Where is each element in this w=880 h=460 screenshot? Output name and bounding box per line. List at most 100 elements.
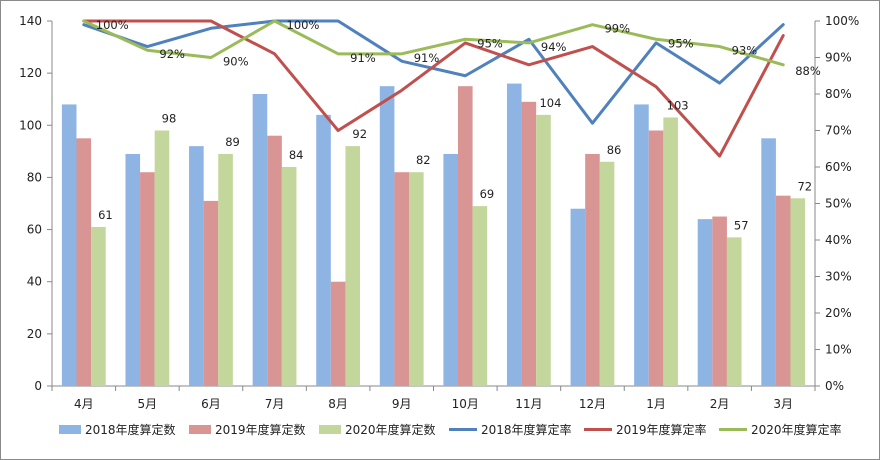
bar-1 — [252, 94, 268, 386]
rate-line-2 — [82, 19, 785, 158]
bar-3 — [536, 114, 551, 386]
right-tick-label: 80% — [825, 87, 852, 101]
line-data-label: 100% — [96, 18, 129, 32]
x-tick-label: 4月 — [74, 397, 94, 411]
line-data-label: 91% — [414, 51, 440, 65]
bar-3 — [726, 237, 742, 386]
x-tick-label: 1月 — [646, 397, 666, 411]
line-data-label: 90% — [223, 55, 249, 69]
bar-1 — [443, 153, 458, 386]
line-data-label: 95% — [668, 36, 694, 50]
bar-data-label: 72 — [797, 179, 812, 193]
axes: 0 20 40 60 80 100 120 140 0% 10% 20% 30% 40% 50% 60% 70… — [19, 14, 859, 411]
bar-2 — [203, 200, 219, 386]
line-data-label: 93% — [732, 44, 758, 58]
line-data-label: 92% — [159, 47, 185, 61]
x-tick-label: 6月 — [201, 397, 221, 411]
bar-2 — [394, 172, 410, 386]
bar-2 — [76, 138, 92, 386]
bar-1 — [125, 153, 141, 386]
bar-data-label: 103 — [667, 98, 689, 112]
bar-data-label: 61 — [98, 208, 113, 222]
bar-2 — [521, 101, 537, 387]
bar-3 — [345, 146, 361, 386]
bar-1 — [316, 114, 331, 386]
right-tick-label: 10% — [825, 343, 852, 357]
x-tick-label: 7月 — [265, 397, 285, 411]
bars — [61, 83, 806, 387]
bar-2 — [712, 216, 727, 386]
x-tick-label: 8月 — [328, 397, 348, 411]
line-data-label: 95% — [477, 36, 503, 50]
line-data-label: 100% — [287, 18, 320, 32]
right-tick-label: 30% — [825, 270, 852, 284]
x-tick-label: 11月 — [515, 397, 542, 411]
bar-3 — [91, 226, 106, 386]
right-tick-label: 70% — [825, 124, 852, 138]
legend-label: 2019年度算定率 — [616, 422, 707, 437]
legend-swatch-bar — [59, 425, 81, 434]
bar-data-label: 82 — [416, 153, 431, 167]
left-tick-label: 60 — [27, 223, 42, 237]
bar-data-label: 57 — [734, 218, 749, 232]
bar-3 — [281, 167, 297, 386]
legend: 2018年度算定数 2019年度算定数 2020年度算定数 2018年度算定率 2019… — [59, 422, 842, 437]
line-data-label: 99% — [604, 22, 630, 36]
x-tick-label: 5月 — [138, 397, 158, 411]
right-tick-label: 50% — [825, 197, 852, 211]
bar-1 — [506, 83, 522, 387]
right-tick-label: 20% — [825, 306, 852, 320]
bar-2 — [585, 153, 600, 386]
bar-3 — [790, 198, 806, 386]
lines — [82, 19, 785, 158]
legend-swatch-bar — [189, 425, 211, 434]
bar-2 — [648, 130, 664, 386]
bar-3 — [409, 172, 424, 386]
x-tick-label: 2月 — [710, 397, 730, 411]
right-tick-label: 100% — [825, 14, 859, 28]
bar-1 — [379, 86, 395, 386]
bar-3 — [472, 206, 488, 386]
legend-swatch-bar — [319, 425, 341, 434]
bar-1 — [61, 104, 77, 386]
x-tick-label: 10月 — [452, 397, 479, 411]
bar-data-label: 84 — [289, 148, 304, 162]
bar-data-label: 86 — [607, 143, 622, 157]
bar-3 — [663, 117, 678, 386]
right-tick-label: 0% — [825, 379, 844, 393]
right-tick-label: 40% — [825, 233, 852, 247]
legend-label: 2019年度算定数 — [215, 422, 306, 437]
bar-2 — [140, 172, 155, 386]
x-tick-label: 3月 — [773, 397, 793, 411]
bar-3 — [218, 153, 233, 386]
rate-line-3 — [82, 19, 785, 67]
line-data-label: 91% — [350, 51, 376, 65]
line-data-label: 94% — [541, 40, 567, 54]
line-data-label: 88% — [795, 64, 821, 78]
bar-data-label: 92 — [352, 127, 367, 141]
bar-data-label: 69 — [480, 187, 495, 201]
legend-label: 2020年度算定率 — [751, 422, 842, 437]
bar-1 — [761, 138, 776, 386]
bar-2 — [775, 195, 791, 386]
left-tick-label: 120 — [19, 66, 42, 80]
bar-3 — [599, 161, 615, 386]
left-tick-label: 20 — [27, 327, 42, 341]
bar-data-label: 89 — [225, 135, 240, 149]
bar-data-label: 104 — [539, 96, 561, 110]
right-tick-label: 60% — [825, 160, 852, 174]
bar-3 — [154, 130, 170, 386]
left-tick-label: 0 — [34, 379, 42, 393]
bar-data-label: 98 — [162, 112, 177, 126]
data-labels: 61 98 89 84 92 82 69 104 86 103 57 72 100% 92% 90% 100%… — [96, 18, 821, 232]
right-tick-label: 90% — [825, 51, 852, 65]
bar-1 — [189, 146, 204, 386]
left-tick-label: 140 — [19, 14, 42, 28]
bar-1 — [697, 219, 713, 386]
legend-label: 2020年度算定数 — [345, 422, 436, 437]
x-tick-label: 12月 — [579, 397, 606, 411]
left-tick-label: 80 — [27, 170, 42, 184]
legend-label: 2018年度算定率 — [481, 422, 572, 437]
